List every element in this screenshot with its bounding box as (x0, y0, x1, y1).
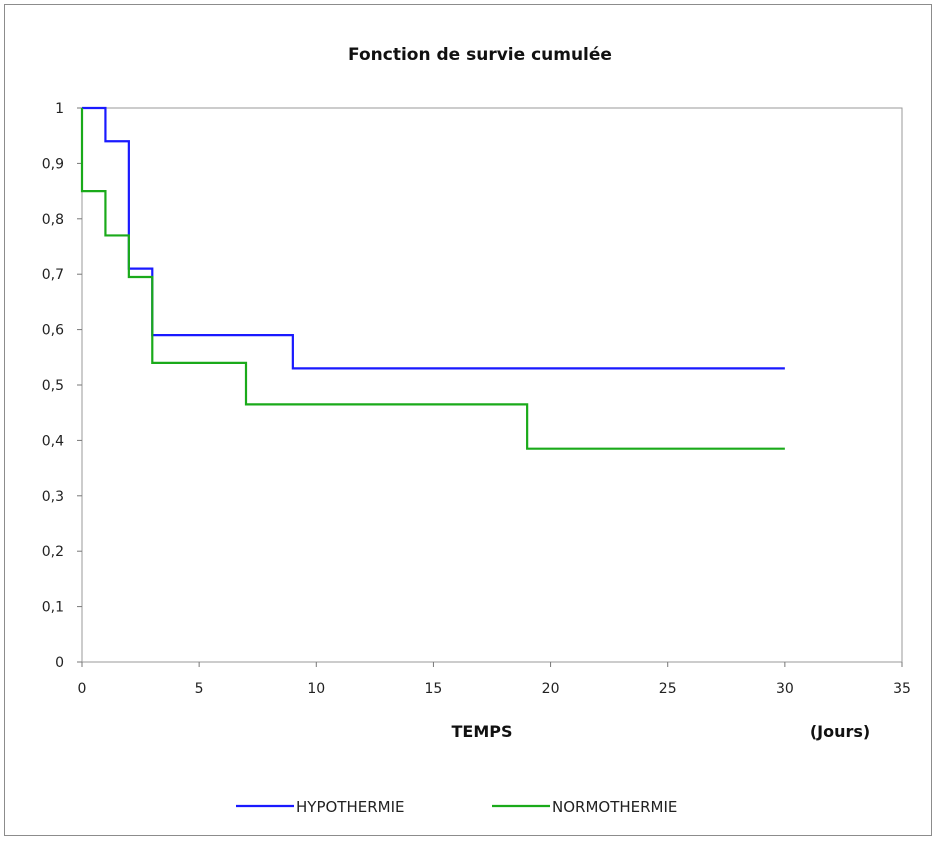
legend: HYPOTHERMIE NORMOTHERMIE (236, 798, 677, 816)
x-tick-label: 20 (542, 681, 560, 697)
y-axis: 0 0,1 0,2 0,3 0,4 0,5 0,6 0,7 0,8 0,9 1 (42, 101, 82, 671)
legend-label-normothermie: NORMOTHERMIE (552, 798, 677, 816)
x-tick-label: 0 (78, 681, 87, 697)
y-tick-label: 0,4 (42, 433, 64, 449)
y-tick-label: 0,8 (42, 212, 64, 228)
series-line-hypothermie (82, 106, 785, 370)
y-tick-label: 1 (55, 101, 64, 117)
x-tick-label: 30 (776, 681, 794, 697)
y-tick-label: 0,3 (42, 489, 64, 505)
y-tick-label: 0,2 (42, 544, 64, 560)
plot-border (81, 107, 903, 663)
x-tick-label: 5 (195, 681, 204, 697)
series-lines (80, 106, 785, 450)
y-tick-label: 0,6 (42, 323, 64, 339)
y-tick-label: 0,7 (42, 267, 64, 283)
y-tick-label: 0,5 (42, 378, 64, 394)
x-axis-label: TEMPS (451, 722, 512, 741)
y-tick-label: 0,1 (42, 600, 64, 616)
x-axis-unit-label: (Jours) (810, 722, 870, 741)
plot-area (81, 107, 903, 663)
y-tick-label: 0 (55, 655, 64, 671)
legend-label-hypothermie: HYPOTHERMIE (296, 798, 404, 816)
x-tick-label: 25 (659, 681, 677, 697)
series-line-normothermie (80, 108, 785, 450)
x-axis: 0 5 10 15 20 25 30 35 (78, 662, 911, 697)
y-tick-label: 0,9 (42, 156, 64, 172)
x-tick-label: 10 (307, 681, 325, 697)
x-tick-label: 35 (893, 681, 911, 697)
chart-frame (4, 4, 932, 836)
x-tick-label: 15 (425, 681, 443, 697)
chart-title: Fonction de survie cumulée (348, 45, 612, 65)
